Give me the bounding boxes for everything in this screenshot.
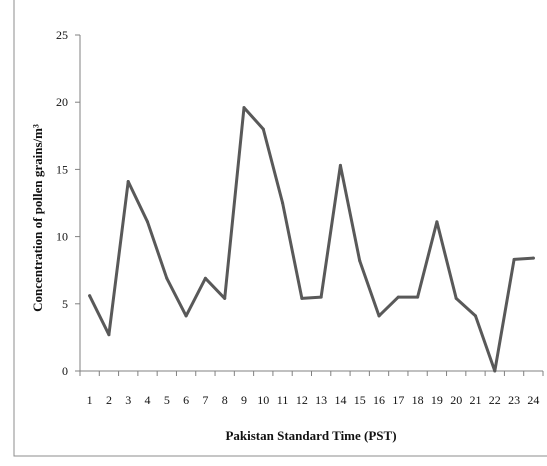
x-tick-label: 5 (164, 393, 170, 407)
x-tick-label: 2 (106, 393, 112, 407)
data-point (435, 220, 439, 224)
x-tick-label: 12 (296, 393, 308, 407)
data-point (416, 295, 420, 299)
data-point (203, 276, 207, 280)
x-tick-label: 14 (334, 393, 346, 407)
x-tick-label: 23 (508, 393, 520, 407)
series-line (88, 106, 535, 373)
y-tick-label: 0 (62, 364, 68, 378)
data-point (184, 314, 188, 318)
x-axis-ticks: 1 2 3 4 5 6 7 8 9 10 11 12 13 14 15 16 17 18 19 20 21 22 23 24 (79, 371, 544, 407)
x-tick-label: 1 (87, 393, 93, 407)
x-tick-label: 20 (450, 393, 462, 407)
x-tick-label: 19 (431, 393, 443, 407)
data-point (319, 295, 323, 299)
y-tick-label: 20 (56, 95, 68, 109)
data-points (88, 106, 535, 373)
data-point (107, 333, 111, 337)
x-tick-label: 16 (373, 393, 385, 407)
x-tick-label: 21 (469, 393, 481, 407)
x-tick-label: 10 (257, 393, 269, 407)
y-tick-label: 5 (62, 297, 68, 311)
y-tick-label: 15 (56, 162, 68, 176)
data-point (493, 369, 497, 373)
data-point (261, 127, 265, 131)
data-point (223, 296, 227, 300)
y-axis-ticks: 0 5 10 15 20 25 (56, 28, 80, 378)
x-tick-label: 3 (125, 393, 131, 407)
data-point (358, 259, 362, 263)
data-point (377, 314, 381, 318)
x-tick-label: 9 (241, 393, 247, 407)
x-tick-label: 18 (412, 393, 424, 407)
y-tick-label: 25 (56, 28, 68, 42)
x-tick-label: 6 (183, 393, 189, 407)
x-axis-label: Pakistan Standard Time (PST) (225, 428, 396, 443)
x-tick-label: 8 (222, 393, 228, 407)
data-point (281, 201, 285, 205)
x-tick-label: 4 (145, 393, 151, 407)
x-tick-label: 17 (392, 393, 404, 407)
data-point (146, 220, 150, 224)
data-point (338, 163, 342, 167)
x-tick-label: 24 (527, 393, 539, 407)
data-point (126, 179, 130, 183)
data-point (165, 276, 169, 280)
data-point (454, 296, 458, 300)
y-axis-label: Concentration of pollen grains/m³ (30, 124, 45, 312)
x-tick-label: 13 (315, 393, 327, 407)
data-point (531, 256, 535, 260)
data-point (473, 314, 477, 318)
data-point (396, 295, 400, 299)
x-tick-label: 11 (277, 393, 289, 407)
x-tick-label: 7 (202, 393, 208, 407)
y-tick-label: 10 (56, 230, 68, 244)
x-tick-label: 22 (489, 393, 501, 407)
data-point (512, 257, 516, 261)
chart-border (13, 0, 547, 457)
data-point (88, 294, 92, 298)
x-tick-label: 15 (354, 393, 366, 407)
data-point (300, 296, 304, 300)
data-point (242, 106, 246, 110)
